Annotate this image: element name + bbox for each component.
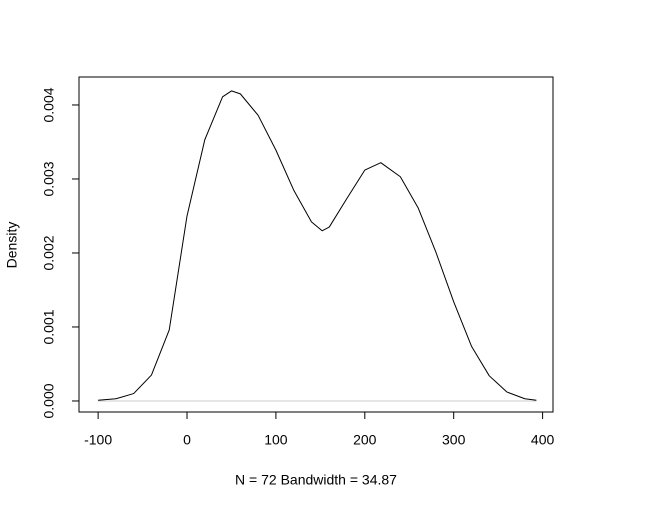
- x-tick-label: 400: [531, 432, 555, 448]
- x-tick-label: 200: [353, 432, 377, 448]
- y-tick-label: 0.001: [41, 309, 57, 344]
- y-axis-label: Density: [4, 222, 20, 269]
- x-tick-label: 300: [442, 432, 466, 448]
- y-tick-label: 0.004: [41, 87, 57, 122]
- plot-box: [78, 76, 554, 413]
- y-tick-label: 0.000: [41, 383, 57, 418]
- x-tick-label: 0: [183, 432, 191, 448]
- x-tick-label: -100: [84, 432, 112, 448]
- density-line: [98, 90, 537, 401]
- x-axis-label: N = 72 Bandwidth = 34.87: [235, 472, 397, 488]
- y-tick-label: 0.002: [41, 235, 57, 270]
- y-tick-label: 0.003: [41, 161, 57, 196]
- x-tick-label: 100: [264, 432, 288, 448]
